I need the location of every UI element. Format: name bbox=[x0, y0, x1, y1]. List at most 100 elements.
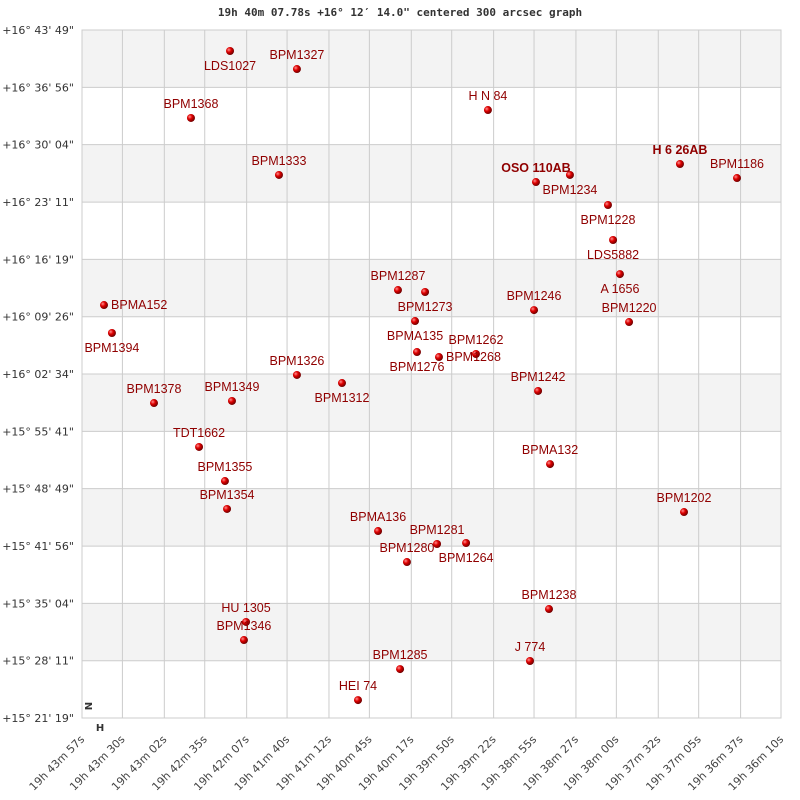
y-tick-label: +15° 21' 19" bbox=[2, 712, 74, 725]
y-tick-label: +15° 35' 04" bbox=[2, 597, 74, 610]
star-point bbox=[100, 301, 109, 310]
star-point bbox=[223, 504, 232, 513]
y-tick-label: +15° 48' 49" bbox=[2, 483, 74, 496]
y-tick-label: +16° 16' 19" bbox=[2, 253, 74, 266]
star-label: BPM1262 bbox=[449, 333, 504, 347]
star-point bbox=[107, 328, 116, 337]
star-label: BPMA132 bbox=[522, 443, 578, 457]
star-point bbox=[393, 286, 402, 295]
star-label: BPM1202 bbox=[657, 491, 712, 505]
star-point bbox=[546, 460, 555, 469]
star-point bbox=[337, 379, 346, 388]
grid-band bbox=[82, 259, 781, 317]
star-label: BPM1333 bbox=[252, 154, 307, 168]
star-point bbox=[226, 46, 235, 55]
plot-border bbox=[81, 29, 782, 719]
y-tick-label: +16° 36' 56" bbox=[2, 81, 74, 94]
star-point bbox=[274, 170, 283, 179]
grid-band bbox=[82, 431, 781, 489]
star-point bbox=[220, 477, 229, 486]
star-label: BPM1287 bbox=[371, 269, 426, 283]
star-point bbox=[402, 558, 411, 567]
star-label: J 774 bbox=[515, 640, 546, 654]
chart-title: 19h 40m 07.78s +16° 12′ 14.0" centered 3… bbox=[217, 6, 583, 19]
star-point bbox=[396, 665, 405, 674]
star-label: BPM1280 bbox=[379, 541, 434, 555]
star-point bbox=[374, 527, 383, 536]
star-label: BPM1186 bbox=[710, 157, 764, 171]
star-point bbox=[186, 113, 195, 122]
star-point bbox=[625, 318, 634, 327]
star-point bbox=[227, 396, 236, 405]
star-label: BPM1264 bbox=[439, 551, 494, 565]
star-point bbox=[615, 270, 624, 279]
star-label: BPM1355 bbox=[197, 460, 252, 474]
star-label: BPM1228 bbox=[581, 213, 636, 227]
compass-east-label: H bbox=[96, 723, 104, 734]
compass-north-label: N bbox=[82, 702, 93, 710]
star-label: HEI 74 bbox=[339, 679, 377, 693]
star-point bbox=[609, 236, 618, 245]
star-label: LDS5882 bbox=[587, 248, 639, 262]
grid-band bbox=[82, 30, 781, 88]
star-label: BPM1326 bbox=[269, 354, 324, 368]
star-point bbox=[680, 508, 689, 517]
y-tick-label: +15° 55' 41" bbox=[2, 425, 74, 438]
star-label: BPMA135 bbox=[387, 329, 443, 343]
grid-band bbox=[82, 144, 781, 203]
star-point bbox=[195, 442, 204, 451]
star-label: BPMA136 bbox=[350, 510, 406, 524]
star-label: BPM1220 bbox=[602, 301, 657, 315]
star-point bbox=[531, 178, 540, 187]
star-point bbox=[149, 399, 158, 408]
grid-band bbox=[82, 488, 781, 547]
star-label: BPM1242 bbox=[511, 370, 566, 384]
y-tick-label: +16° 23' 11" bbox=[2, 196, 74, 209]
star-label: BPM1246 bbox=[507, 289, 562, 303]
star-label: OSO 110AB bbox=[501, 161, 570, 175]
star-point bbox=[434, 353, 443, 362]
star-point bbox=[354, 696, 363, 705]
grid-band bbox=[82, 374, 781, 432]
star-point bbox=[544, 605, 553, 614]
star-point bbox=[412, 348, 421, 357]
star-label: BPM1268 bbox=[446, 350, 501, 364]
y-tick-label: +16° 09' 26" bbox=[2, 311, 74, 324]
y-tick-label: +15° 28' 11" bbox=[2, 655, 74, 668]
star-label: BPM1285 bbox=[373, 648, 428, 662]
star-label: BPM1394 bbox=[84, 341, 139, 355]
star-point bbox=[565, 170, 574, 179]
y-tick-label: +15° 41' 56" bbox=[2, 540, 74, 553]
star-label: A 1656 bbox=[600, 282, 639, 296]
grid-band bbox=[82, 546, 781, 604]
star-label: BPM1349 bbox=[205, 380, 260, 394]
star-label: BPM1346 bbox=[216, 619, 271, 633]
star-point bbox=[675, 159, 684, 168]
star-point bbox=[732, 174, 741, 183]
y-tick-label: +16° 43' 49" bbox=[2, 24, 74, 37]
star-label: BPMA152 bbox=[111, 298, 167, 312]
star-label: HU 1305 bbox=[221, 601, 270, 615]
star-point bbox=[603, 200, 612, 209]
star-point bbox=[530, 306, 539, 315]
star-point bbox=[534, 386, 543, 395]
star-point bbox=[292, 65, 301, 74]
grid-band bbox=[82, 87, 781, 145]
star-label: BPM1368 bbox=[164, 97, 219, 111]
star-label: H N 84 bbox=[468, 89, 507, 103]
star-point bbox=[421, 287, 430, 296]
grid-band bbox=[82, 316, 781, 374]
y-tick-label: +16° 02' 34" bbox=[2, 368, 74, 381]
star-label: BPM1378 bbox=[127, 382, 182, 396]
star-label: H 6 26AB bbox=[653, 143, 708, 157]
star-point bbox=[462, 539, 471, 548]
grid-band bbox=[82, 202, 781, 260]
star-point bbox=[433, 539, 442, 548]
star-point bbox=[411, 317, 420, 326]
star-label: BPM1273 bbox=[398, 300, 453, 314]
grid-band bbox=[82, 603, 781, 661]
star-point bbox=[242, 617, 251, 626]
star-point bbox=[471, 349, 480, 358]
star-point bbox=[239, 636, 248, 645]
